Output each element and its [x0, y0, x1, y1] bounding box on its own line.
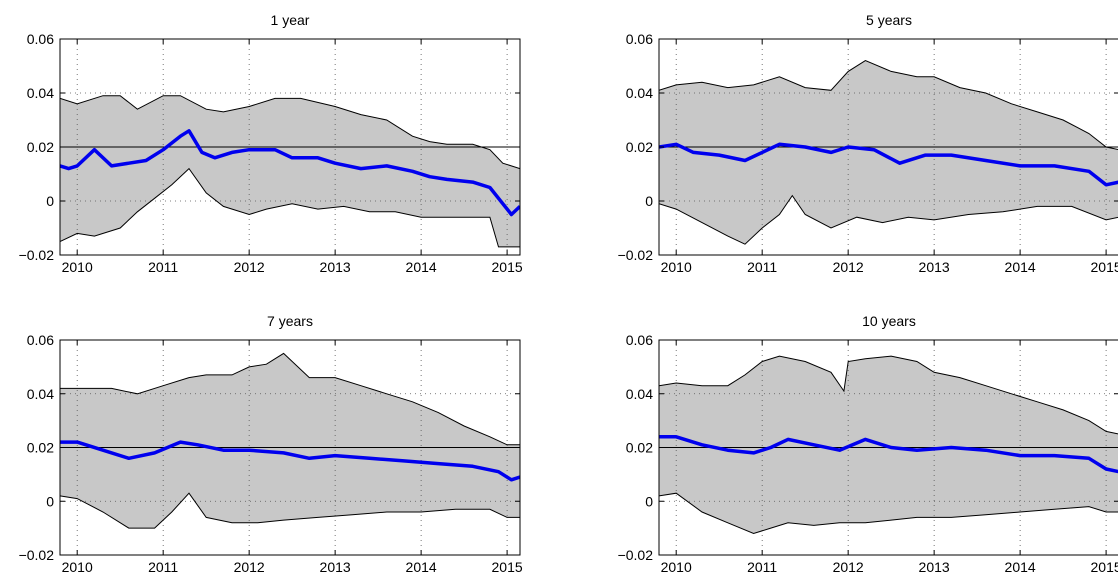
upper-bound-line — [659, 355, 1118, 435]
confidence-band — [659, 60, 1118, 245]
y-tick-label: −0.02 — [19, 247, 55, 263]
y-tick-label: 0.06 — [27, 31, 54, 47]
lower-bound-line — [659, 492, 1118, 535]
x-tick-label: 2012 — [833, 559, 864, 575]
chart-title: 1 year — [271, 12, 310, 28]
y-tick-label: 0 — [46, 193, 54, 209]
chart-title: 10 years — [862, 313, 916, 329]
x-tick-label: 2011 — [747, 259, 777, 275]
y-tick-label: −0.02 — [618, 547, 654, 563]
lower-bound-line — [60, 492, 520, 529]
x-tick-label: 2010 — [62, 559, 93, 575]
upper-bound-line — [60, 95, 520, 170]
y-tick-label: −0.02 — [19, 547, 55, 563]
x-tick-label: 2014 — [406, 559, 437, 575]
chart-panel-2: 2010 2011 2012 2013 2014 2015 −0.02 0 0.02 0.04 0.… — [618, 12, 1118, 275]
x-tick-label: 2011 — [148, 259, 178, 275]
y-tick-label: 0.02 — [626, 139, 653, 155]
x-tick-label: 2011 — [148, 559, 178, 575]
y-tick-label: 0 — [46, 493, 54, 509]
x-tick-label: 2015 — [1091, 259, 1118, 275]
y-tick-label: 0.02 — [27, 440, 54, 456]
x-tick-label: 2013 — [919, 559, 950, 575]
lower-bound-line — [60, 167, 520, 248]
x-tick-label: 2011 — [747, 559, 777, 575]
x-tick-label: 2014 — [1005, 259, 1036, 275]
x-tick-label: 2012 — [833, 259, 864, 275]
y-tick-label: 0.02 — [27, 139, 54, 155]
center-line — [659, 142, 1118, 187]
lower-bound-line — [659, 194, 1118, 245]
center-line — [659, 435, 1118, 474]
x-tick-label: 2014 — [406, 259, 437, 275]
y-tick-label: 0.02 — [626, 440, 653, 456]
y-tick-label: −0.02 — [618, 247, 654, 263]
x-tick-label: 2010 — [661, 259, 692, 275]
x-tick-label: 2015 — [1091, 559, 1118, 575]
confidence-band — [659, 356, 1118, 534]
x-tick-label: 2013 — [919, 259, 950, 275]
y-tick-label: 0.04 — [626, 386, 653, 402]
chart-panel-3: 2010 2011 2012 2013 2014 2015 −0.02 0 0.02 0.04 0.… — [19, 313, 523, 575]
chart-title: 7 years — [267, 313, 313, 329]
chart-panel-1: 2010 2011 2012 2013 2014 2015 −0.02 0 0.02 0.04 0.… — [19, 12, 523, 275]
x-tick-label: 2013 — [320, 559, 351, 575]
upper-bound-line — [659, 60, 1118, 151]
y-tick-label: 0.04 — [27, 85, 54, 101]
y-tick-label: 0.04 — [626, 85, 653, 101]
confidence-band — [60, 95, 520, 247]
y-tick-label: 0 — [645, 193, 653, 209]
x-tick-label: 2010 — [661, 559, 692, 575]
y-tick-label: 0.06 — [27, 332, 54, 348]
x-tick-label: 2012 — [234, 559, 265, 575]
chart-panel-4: 2010 2011 2012 2013 2014 2015 −0.02 0 0.02 0.04 0.… — [618, 313, 1118, 575]
upper-bound-line — [60, 352, 520, 446]
y-tick-label: 0.06 — [626, 332, 653, 348]
y-tick-label: 0 — [645, 493, 653, 509]
x-tick-label: 2010 — [62, 259, 93, 275]
chart-title: 5 years — [866, 12, 912, 28]
y-tick-label: 0.04 — [27, 386, 54, 402]
x-tick-label: 2015 — [492, 259, 523, 275]
x-tick-label: 2014 — [1005, 559, 1036, 575]
y-tick-label: 0.06 — [626, 31, 653, 47]
x-tick-label: 2012 — [234, 259, 265, 275]
x-tick-label: 2013 — [320, 259, 351, 275]
center-line — [60, 129, 520, 217]
center-line — [60, 440, 520, 482]
x-tick-label: 2015 — [492, 559, 523, 575]
confidence-band — [60, 353, 520, 529]
